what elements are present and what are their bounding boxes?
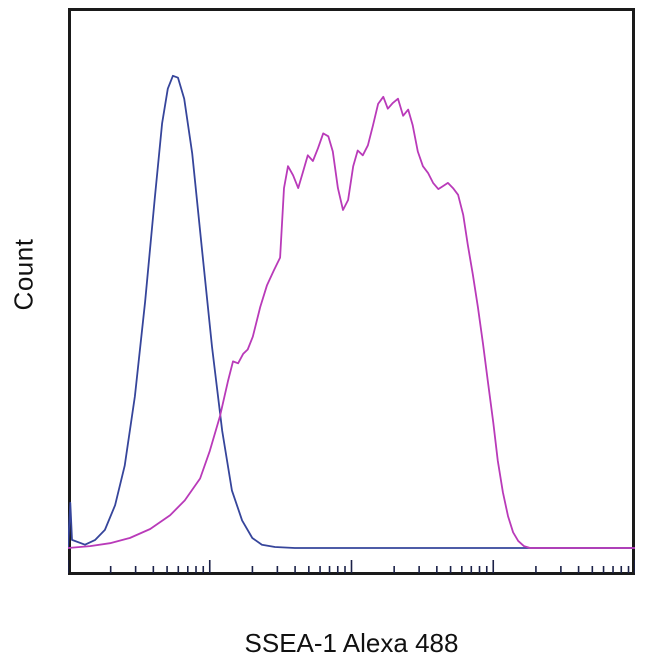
plot-frame [68,8,635,575]
series-ssea1-alexa488-stained [67,95,636,549]
plot-area [67,8,636,575]
series-unstained-control [67,74,636,549]
x-axis-label: SSEA-1 Alexa 488 [244,628,459,658]
histogram-plot-svg [67,8,636,575]
y-axis-label: Count [8,238,39,311]
